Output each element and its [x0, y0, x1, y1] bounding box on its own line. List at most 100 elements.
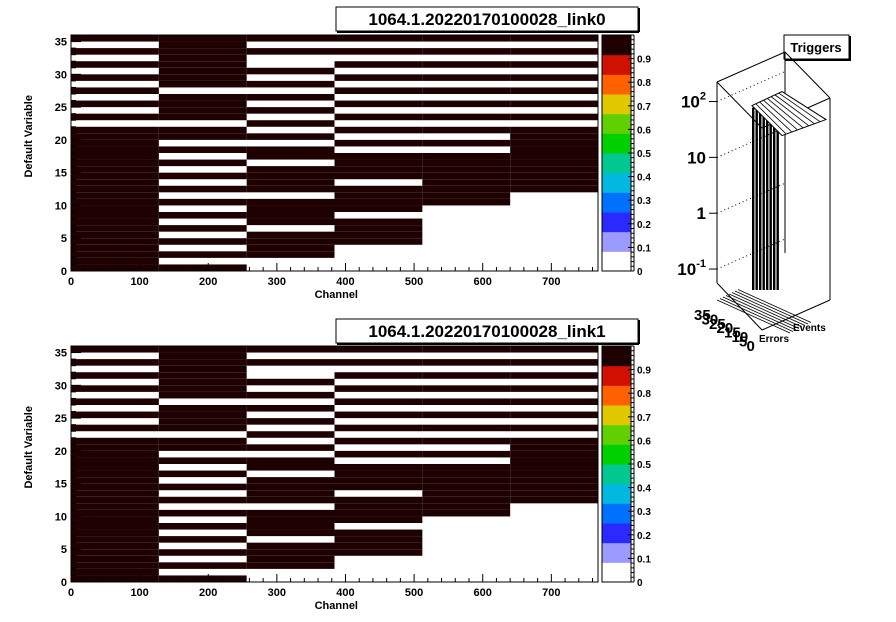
heatmap-cell	[246, 251, 335, 258]
heatmap-cell	[422, 424, 511, 432]
floor-strip	[728, 293, 803, 328]
heatmap-cell	[71, 251, 159, 258]
bar-top-edge	[778, 92, 821, 122]
z-grid-line	[716, 182, 786, 214]
heatmap-cell	[334, 424, 423, 432]
heatmap-cell	[334, 411, 423, 419]
z-tick-label: 0.7	[637, 102, 651, 113]
x-tick-label: 500	[405, 587, 423, 599]
heatmap-cell	[422, 87, 511, 94]
heatmap-cell	[334, 74, 423, 81]
heatmap-cell	[71, 477, 159, 484]
heatmap-cell	[158, 54, 247, 62]
heatmap-cell	[158, 212, 247, 219]
heatmap-cell	[334, 496, 423, 504]
z-tick-label: 0.6	[637, 125, 651, 136]
heatmap-cell	[510, 496, 598, 504]
heatmap-cell	[334, 398, 423, 405]
z-tick-label: 0.7	[637, 413, 651, 424]
heatmap-cell	[71, 503, 159, 510]
heatmap-cell	[334, 87, 423, 94]
bar-face	[762, 107, 765, 290]
z-grid-line	[716, 238, 786, 270]
z-tick-base: 10	[681, 93, 700, 112]
heatmap-cell	[158, 133, 247, 140]
triggers-panel: Triggers10210110-1EventsErrors3530252015…	[677, 34, 851, 355]
heatmap-cell	[246, 231, 335, 239]
heatmap-cell	[422, 359, 511, 366]
y-tick-label: 10	[55, 511, 67, 523]
y-tick-label: 20	[717, 320, 734, 337]
heatmap-cell	[71, 212, 159, 219]
heatmap-cell	[422, 192, 511, 199]
frame-edge	[716, 51, 786, 83]
heatmap-cell	[246, 444, 335, 451]
z-tick-label: 0.8	[637, 78, 651, 89]
bar-top-edge	[759, 101, 792, 132]
z-tick-label: 0.2	[637, 531, 651, 542]
heatmap-cell	[158, 496, 247, 504]
heatmap-cell	[334, 464, 423, 471]
heatmap-panel-link1: 0 100 200 300 400 500 600 700 0 5 10 15 20 25 30 35 Chan…	[23, 318, 651, 612]
heatmap-cell	[71, 74, 159, 81]
z-tick-label: 0.1	[637, 243, 651, 254]
x-axis-label-events: Events	[793, 323, 826, 334]
heatmap-cell	[71, 529, 159, 537]
z-tick-label: 0.5	[637, 149, 651, 160]
heatmap-cell	[246, 133, 335, 140]
heatmap-cell	[422, 483, 511, 491]
heatmap-cell	[246, 529, 335, 537]
heatmap-cell	[334, 372, 423, 379]
z-tick-label: 0.9	[637, 366, 651, 377]
heatmap-cell	[422, 496, 511, 504]
heatmap-cell	[71, 346, 159, 353]
heatmap-cell	[158, 225, 247, 232]
heatmap-cell	[510, 159, 598, 167]
y-tick-label: 35	[55, 37, 67, 49]
heatmap-cell	[334, 238, 423, 245]
heatmap-cell	[246, 457, 335, 464]
heatmap-cell	[71, 555, 159, 563]
palette-band	[602, 444, 631, 465]
heatmap-cell	[422, 100, 511, 108]
heatmap-cell	[510, 153, 598, 160]
z-tick-base: 1	[697, 204, 706, 223]
heatmap-cell	[510, 490, 598, 497]
heatmap-cell	[158, 483, 247, 491]
heatmap-cell	[158, 411, 247, 419]
heatmap-cell	[71, 372, 159, 379]
heatmap-cell	[422, 490, 511, 497]
z-tick-exponent: -1	[696, 258, 706, 270]
heatmap-cell	[71, 172, 159, 180]
bar-face	[759, 107, 762, 290]
heatmap-cell	[158, 385, 247, 392]
heatmap-cell	[71, 264, 159, 271]
heatmap-cell	[71, 496, 159, 504]
heatmap-cell	[71, 48, 159, 55]
frame-edge	[784, 51, 831, 99]
heatmap-cell	[71, 536, 159, 543]
heatmap-cell	[334, 61, 423, 68]
z-tick-label: 0	[637, 267, 643, 278]
y-tick-label: 25	[55, 413, 67, 425]
heatmap-cell	[334, 385, 423, 392]
heatmap-cell	[510, 126, 598, 134]
heatmap-cell	[422, 198, 511, 206]
frame-edge	[716, 81, 763, 129]
heatmap-cell	[246, 212, 335, 219]
z-grid-line	[716, 126, 786, 158]
heatmap-cell	[158, 405, 247, 412]
heatmap-cell	[334, 346, 423, 353]
heatmap-cell	[510, 477, 598, 484]
heatmap-cell	[158, 48, 247, 55]
x-tick-label: 700	[542, 587, 560, 599]
bar-face	[755, 107, 758, 290]
heatmap-cell	[510, 346, 598, 353]
heatmap-cell	[334, 450, 423, 458]
heatmap-cell	[510, 139, 598, 147]
heatmap-cell	[422, 166, 511, 173]
heatmap-cell	[246, 166, 335, 173]
heatmap-cell	[422, 503, 511, 510]
heatmap-cell	[334, 198, 423, 206]
